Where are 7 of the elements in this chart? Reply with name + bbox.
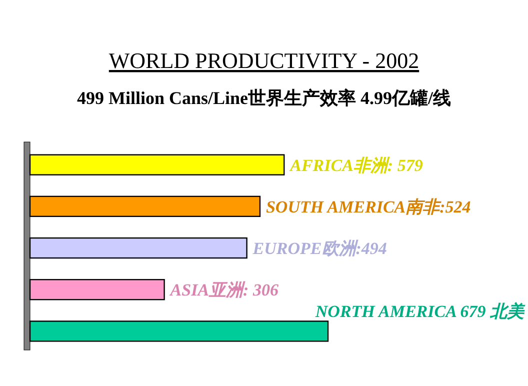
- chart-title: WORLD PRODUCTIVITY - 2002: [108, 48, 420, 73]
- data-label: AFRICA非洲: 579: [289, 156, 424, 175]
- data-label: NORTH AMERICA 679 北美: [314, 301, 526, 322]
- data-label: ASIA亚洲: 306: [169, 280, 279, 300]
- chart-subtitle: 499 Million Cans/Line世界生产效率 4.99亿罐/线: [76, 88, 452, 108]
- data-label: EUROPE欧洲:494: [252, 239, 387, 258]
- data-label: SOUTH AMERICA南非:524: [266, 197, 471, 216]
